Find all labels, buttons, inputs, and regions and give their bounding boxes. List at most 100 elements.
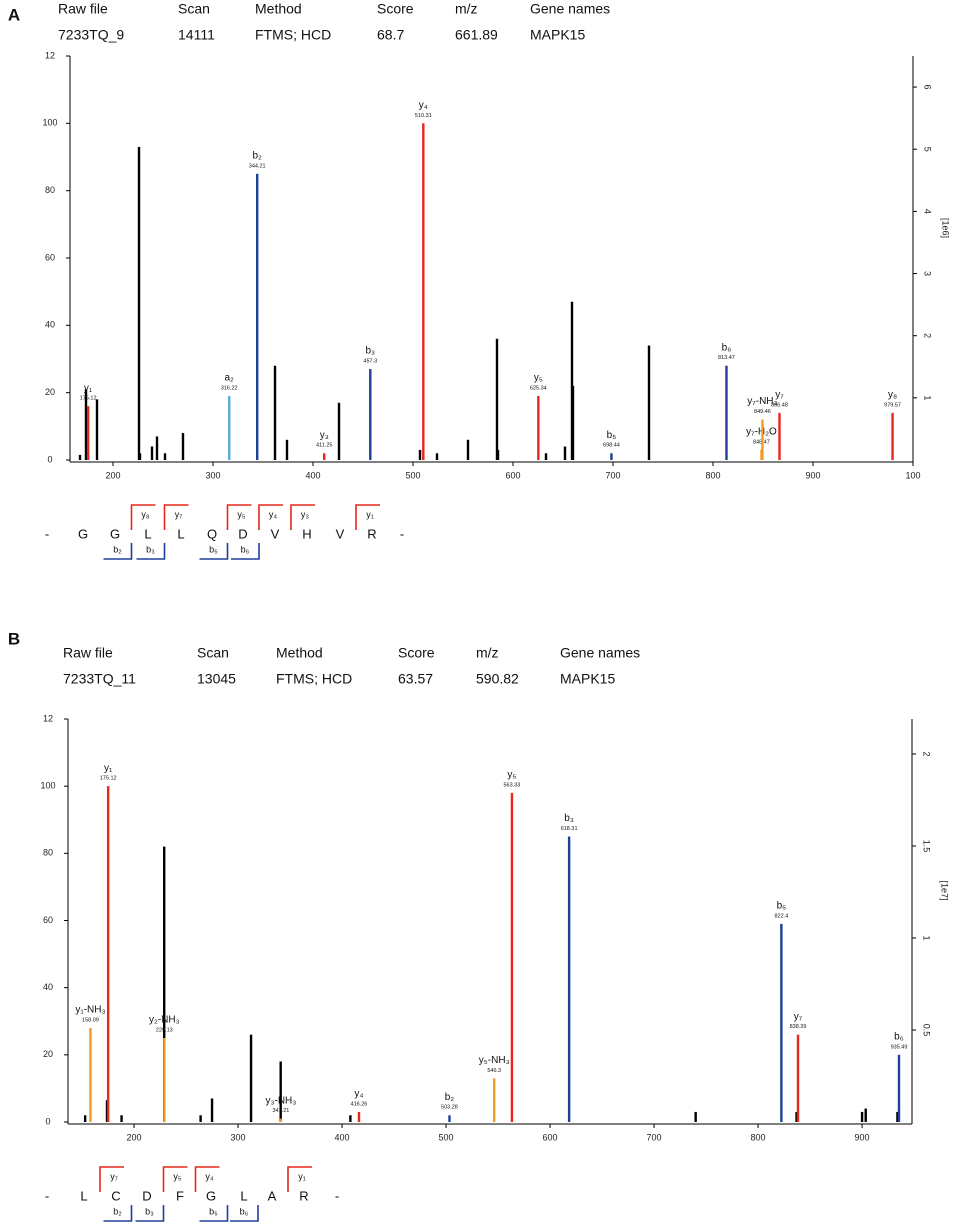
residue: L	[177, 526, 184, 541]
ion-label: b₆	[894, 1031, 904, 1042]
x-tick-label: 600	[505, 470, 520, 480]
peak	[137, 146, 141, 460]
peak	[279, 1118, 283, 1122]
peak	[860, 1111, 864, 1122]
ion-label: b₅	[777, 900, 787, 911]
x-tick-label: 800	[705, 470, 720, 480]
x-tick-label: 900	[855, 1132, 870, 1142]
y-fragment-label: y₈	[141, 509, 150, 519]
peak	[510, 792, 514, 1122]
peak	[337, 402, 341, 460]
y-fragment-bracket	[99, 1166, 124, 1192]
mz-label: 175.12	[80, 396, 97, 402]
y2-tick-label: 2	[922, 751, 932, 756]
y-fragment-bracket	[287, 1166, 312, 1192]
y-fragment-bracket	[130, 504, 156, 530]
x-tick-label: 500	[439, 1132, 454, 1142]
x-tick-label: 700	[605, 470, 620, 480]
peak	[163, 453, 167, 460]
peak	[83, 1115, 87, 1122]
header-value: FTMS; HCD	[255, 27, 331, 43]
ion-label: y₂-NH₃	[149, 1015, 180, 1026]
peak	[496, 449, 500, 460]
peak	[369, 369, 372, 460]
b-fragment-bracket	[199, 1205, 229, 1222]
residue: A	[268, 1188, 277, 1203]
x-tick-label: 100	[905, 470, 920, 480]
peak	[466, 439, 470, 460]
x-tick-label: 200	[105, 470, 120, 480]
y-fragment-label: y₇	[110, 1171, 118, 1181]
x-tick-label: 400	[335, 1132, 350, 1142]
mz-label: 979.57	[884, 402, 901, 408]
peak	[210, 1098, 214, 1122]
peak	[571, 385, 575, 460]
mz-label: 457.3	[363, 359, 377, 365]
peak	[249, 1034, 253, 1122]
mz-label: 546.3	[487, 1068, 501, 1074]
residue: Q	[207, 526, 217, 541]
peak	[106, 786, 110, 1122]
y-tick-label: 60	[45, 252, 55, 262]
residue: -	[400, 526, 404, 541]
mz-label: 503.28	[441, 1105, 458, 1111]
residue: G	[206, 1188, 216, 1203]
x-tick-label: 500	[405, 470, 420, 480]
residue: R	[367, 526, 376, 541]
peak	[163, 1038, 166, 1122]
mz-label: 618.31	[561, 826, 578, 832]
peak	[199, 1115, 202, 1122]
mz-label: 175.12	[100, 776, 117, 782]
panel-label: A	[8, 5, 20, 24]
peak	[448, 1115, 451, 1122]
y-tick-label: 80	[45, 185, 55, 195]
y-tick-label: 0	[47, 454, 52, 464]
y2-tick-label: 1.5	[922, 840, 932, 853]
peak	[89, 1027, 92, 1122]
y-tick-label: 12	[45, 50, 55, 60]
b-fragment-bracket	[103, 543, 133, 560]
y-fragment-label: y₁	[298, 1171, 306, 1181]
x-tick-label: 600	[543, 1132, 558, 1142]
y-fragment-label: y₇	[175, 509, 183, 519]
peak	[563, 446, 567, 460]
y-tick-label: 60	[43, 915, 53, 925]
mz-label: 563.33	[504, 782, 521, 788]
ion-label: y₁-NH₃	[75, 1005, 105, 1016]
mz-label: 822.4	[774, 913, 788, 919]
mz-label: 341.21	[272, 1108, 289, 1114]
peak	[418, 449, 422, 460]
residue: V	[336, 526, 345, 541]
ion-label: y₅	[507, 770, 516, 781]
peak	[349, 1115, 352, 1122]
ion-label: b₂	[445, 1092, 455, 1103]
peak	[567, 836, 571, 1122]
ion-label: b₃	[365, 346, 375, 357]
y-tick-label: 40	[45, 320, 55, 330]
peak	[761, 419, 764, 460]
ion-label: y₄	[419, 100, 428, 111]
peak	[493, 1078, 496, 1122]
b-fragment-bracket	[135, 1205, 165, 1222]
header-column: Method	[276, 645, 323, 661]
y2-tick-label: 1	[922, 935, 932, 940]
ion-label: y₅	[534, 373, 543, 384]
header-column: Scan	[178, 1, 210, 17]
peak	[778, 412, 781, 460]
peak	[279, 1061, 282, 1122]
mz-label: 625.34	[530, 385, 547, 391]
mz-label: 344.21	[249, 163, 266, 169]
x-tick-label: 700	[647, 1132, 662, 1142]
mz-label: 849.46	[754, 409, 771, 415]
mz-label: 935.49	[891, 1044, 908, 1050]
y-fragment-bracket	[226, 504, 252, 530]
x-tick-label: 400	[305, 470, 320, 480]
peak	[897, 1054, 901, 1122]
ion-label: y₃-NH₃	[265, 1095, 296, 1106]
header-value: MAPK15	[560, 671, 615, 687]
ion-label: y₄	[354, 1089, 363, 1100]
y-tick-label: 100	[40, 781, 55, 791]
peak	[896, 1111, 899, 1122]
mz-label: 158.09	[82, 1017, 99, 1023]
